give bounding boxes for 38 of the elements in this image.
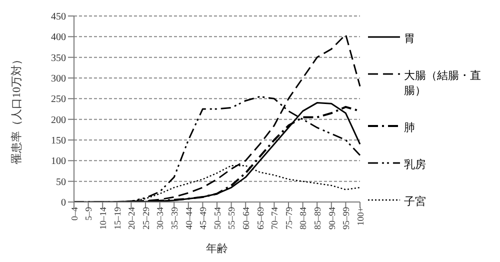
x-tick-label: 25–29 [140,206,151,230]
x-tick-label: 60–64 [240,206,251,230]
y-tick-label: 250 [51,94,66,106]
x-tick-label: 10–14 [98,206,108,230]
y-tick-label: 400 [51,32,66,44]
y-tick-label: 350 [51,52,66,64]
x-tick-label: 70–74 [270,206,280,230]
y-tick-label: 450 [51,12,66,23]
x-tick-label: 75–79 [284,206,294,230]
x-tick-label: 40–44 [184,206,194,230]
x-tick-label: 0–4 [69,206,80,220]
x-tick-label: 65–69 [255,206,266,230]
legend-label: 大腸（結腸・直腸） [404,69,482,98]
x-tick-label: 50–54 [212,206,222,230]
y-tick-label: 300 [51,74,66,85]
x-tick-label: 35–39 [169,206,180,230]
x-tick-label: 85–89 [312,206,322,230]
y-tick-label: 150 [51,136,66,147]
x-tick-label: 95–99 [341,206,352,230]
legend-label: 肺 [404,121,416,135]
y-tick-label: 50 [56,176,66,188]
x-tick-label: 30–34 [155,206,166,230]
x-axis-title: 年齢 [206,243,228,255]
y-axis-title: 罹患率（人口10万対） [10,54,23,165]
x-tick-label: 80–84 [298,206,308,230]
x-tick-label: 5–9 [84,206,94,220]
x-tick-label: 15–19 [112,206,122,230]
x-tick-label: 45–49 [198,206,208,230]
legend-label: 胃 [404,32,416,46]
x-tick-label: 20–24 [126,206,137,230]
x-tick-label: 100+ [355,207,366,226]
legend-label: 乳房 [404,158,427,172]
y-tick-label: 200 [51,114,66,126]
legend-label: 子宮 [404,194,427,209]
y-tick-label: 0 [61,198,66,209]
x-tick-label: 55–59 [226,206,237,230]
x-tick-label: 90–94 [326,206,337,230]
y-tick-label: 100 [51,156,66,168]
